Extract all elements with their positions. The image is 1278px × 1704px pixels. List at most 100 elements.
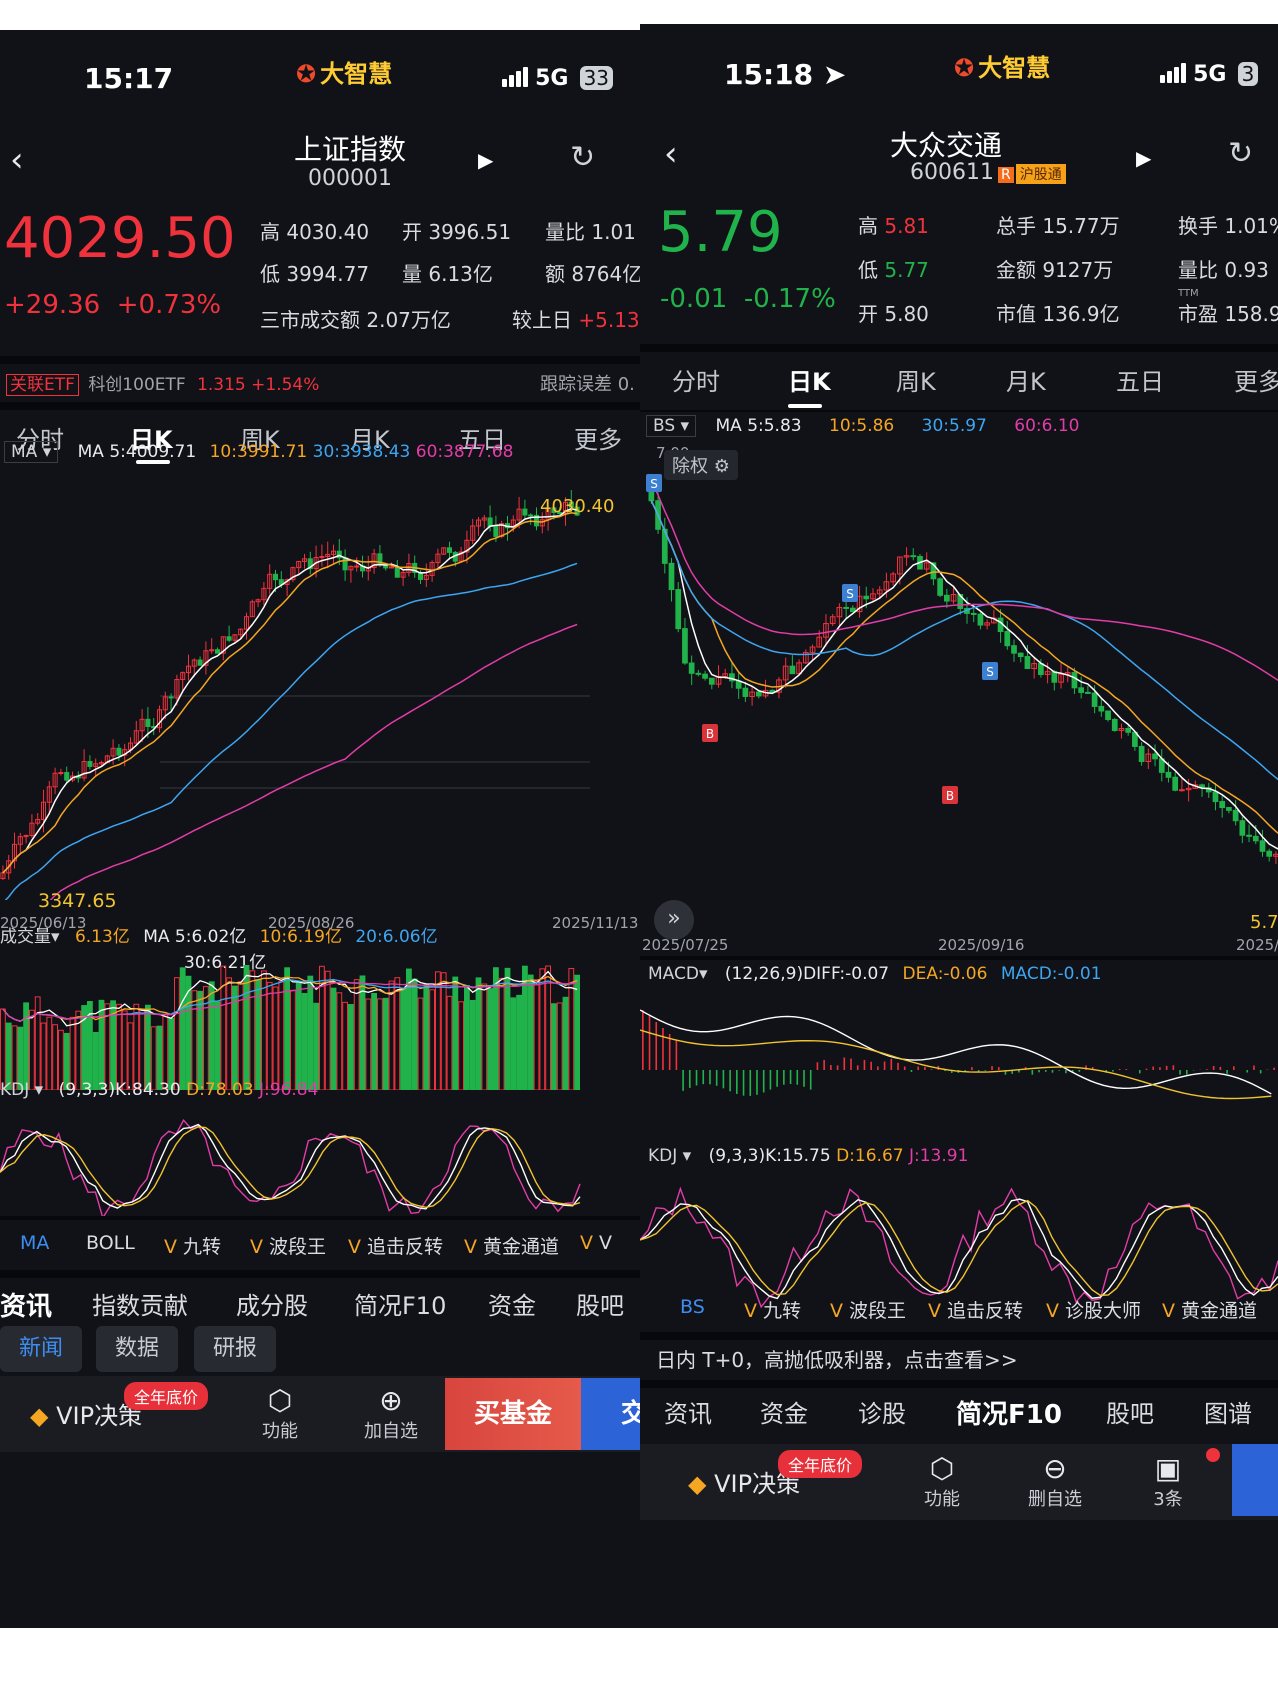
expand-icon[interactable]: » [654, 900, 694, 940]
candle-body [539, 519, 545, 527]
volume-bar [40, 1022, 47, 1090]
promo-banner[interactable]: 日内 T+0，高抛低吸利器，点击查看>> [656, 1348, 1018, 1372]
indicator-option[interactable]: BS [680, 1296, 705, 1318]
refresh-icon[interactable]: ↻ [1228, 136, 1254, 171]
next-arrow-icon[interactable]: ▶ [1136, 146, 1152, 170]
kdj-selector[interactable]: KDJ ▾ [648, 1146, 692, 1166]
remove-watchlist-button[interactable]: ⊖ 删自选 [1020, 1452, 1090, 1511]
info-tab[interactable]: 股吧 [1106, 1400, 1154, 1428]
kdj-selector[interactable]: KDJ ▾ [0, 1080, 44, 1100]
candle-body [1165, 771, 1172, 778]
volume-selector[interactable]: 成交量▾ [0, 927, 60, 947]
back-icon[interactable]: ‹ [10, 140, 24, 180]
indicator-option[interactable]: V 黄金通道 [1162, 1300, 1258, 1322]
volume-bar [226, 977, 232, 1090]
macd-chart [640, 1009, 1275, 1100]
info-tab[interactable]: 股吧 [576, 1292, 624, 1320]
candle-body [1038, 663, 1044, 675]
back-icon[interactable]: ‹ [664, 134, 678, 174]
stat-item: 开 3996.51 [402, 220, 512, 244]
candle-body [17, 836, 23, 845]
info-tab[interactable]: 诊股 [858, 1400, 906, 1428]
candle-body [950, 593, 957, 602]
macd-bar [648, 1016, 651, 1070]
indicator-option[interactable]: V 波段王 [830, 1300, 907, 1322]
tab-period[interactable]: 月K [350, 426, 390, 454]
macd-bar [776, 1070, 778, 1087]
ma10-line [2, 512, 578, 874]
tag-hgt: 沪股通 [1015, 164, 1066, 184]
trade-button[interactable]: 交 [581, 1378, 640, 1450]
info-tab[interactable]: 简况F10 [354, 1292, 447, 1320]
function-button[interactable]: ⬡ 功能 [252, 1384, 308, 1443]
messages-button[interactable]: ▣ 3条 [1140, 1452, 1196, 1511]
macd-bar [689, 1070, 691, 1088]
news-chip[interactable]: 研报 [194, 1326, 276, 1372]
page-title: 上证指数 [293, 133, 406, 166]
info-tab[interactable]: 资讯 [0, 1292, 53, 1322]
info-tab[interactable]: 资金 [488, 1292, 536, 1320]
adjust-selector[interactable]: 除权 ⚙ [664, 450, 738, 480]
info-tab[interactable]: 资讯 [664, 1400, 712, 1428]
candle-body [487, 517, 493, 527]
volume-bar [551, 1003, 557, 1090]
tab-period[interactable]: 分时 [672, 368, 720, 396]
candle-body [116, 747, 122, 756]
info-tab[interactable]: 资金 [760, 1400, 808, 1428]
bs-selector[interactable]: BS ▾ [646, 415, 697, 437]
refresh-icon[interactable]: ↻ [570, 140, 596, 175]
macd-selector[interactable]: MACD▾ [648, 964, 708, 984]
ma-selector[interactable]: MA ▾ [4, 441, 59, 463]
indicator-option[interactable]: V 波段王 [250, 1236, 327, 1258]
candlestick-chart[interactable]: S S S B B [640, 444, 1278, 894]
candle-body [708, 677, 715, 685]
indicator-option[interactable]: V 黄金通道 [464, 1236, 560, 1258]
indicator-option[interactable]: V 诊股大师 [1046, 1300, 1142, 1322]
message-icon: ▣ [1154, 1452, 1182, 1485]
vip-button[interactable]: ◆ VIP决策 [30, 1402, 143, 1430]
info-tab[interactable]: 简况F10 [956, 1400, 1062, 1430]
tab-period[interactable]: 周K [896, 368, 936, 396]
etf-row[interactable]: 关联ETF 科创100ETF 1.315 +1.54% [6, 370, 319, 396]
candle-body [446, 547, 453, 553]
function-button[interactable]: ⬡ 功能 [914, 1452, 970, 1511]
indicator-option[interactable]: MA [20, 1232, 50, 1254]
tab-period[interactable]: 五日 [458, 426, 506, 454]
indicator-option[interactable]: V 追击反转 [928, 1300, 1024, 1322]
candlestick-chart[interactable] [0, 470, 640, 900]
candle-body [829, 616, 836, 625]
info-tab[interactable]: 成分股 [236, 1292, 308, 1320]
next-arrow-icon[interactable]: ▶ [478, 148, 494, 172]
tab-period[interactable]: 日K [130, 426, 173, 454]
candle-body [98, 762, 105, 765]
candle-body [371, 553, 377, 569]
tab-period[interactable]: 月K [1006, 368, 1046, 396]
promo-badge: 全年底价 [778, 1450, 863, 1478]
indicator-option[interactable]: V V [580, 1232, 613, 1254]
trade-button-edge[interactable] [1232, 1444, 1278, 1516]
indicator-option[interactable]: V 九转 [744, 1300, 802, 1322]
add-watchlist-button[interactable]: ⊕ 加自选 [356, 1384, 426, 1443]
tab-period[interactable]: 日K [788, 368, 831, 396]
info-tab[interactable]: 图谱 [1204, 1400, 1252, 1428]
volume-bar [145, 1004, 151, 1090]
tab-period[interactable]: 更多 [574, 426, 622, 454]
indicator-option[interactable]: V 九转 [164, 1236, 222, 1258]
volume-bar [330, 987, 337, 1090]
info-tab[interactable]: 指数贡献 [92, 1292, 188, 1320]
indicator-option[interactable]: BOLL [86, 1232, 135, 1254]
candle-body [261, 587, 267, 601]
tab-period[interactable]: 周K [240, 426, 280, 454]
macd-bar [1051, 1070, 1054, 1073]
volume-bar [452, 976, 459, 1090]
candle-body [1212, 791, 1219, 803]
news-chip[interactable]: 新闻 [0, 1326, 82, 1372]
candle-body [516, 508, 522, 521]
indicator-option[interactable]: V 追击反转 [348, 1236, 444, 1258]
tab-period[interactable]: 更多 [1234, 368, 1278, 396]
news-chip[interactable]: 数据 [96, 1326, 178, 1372]
tab-period[interactable]: 分时 [16, 426, 64, 454]
buy-fund-button[interactable]: 买基金 [445, 1378, 581, 1450]
candle-body [64, 772, 70, 781]
tab-period[interactable]: 五日 [1116, 368, 1164, 396]
